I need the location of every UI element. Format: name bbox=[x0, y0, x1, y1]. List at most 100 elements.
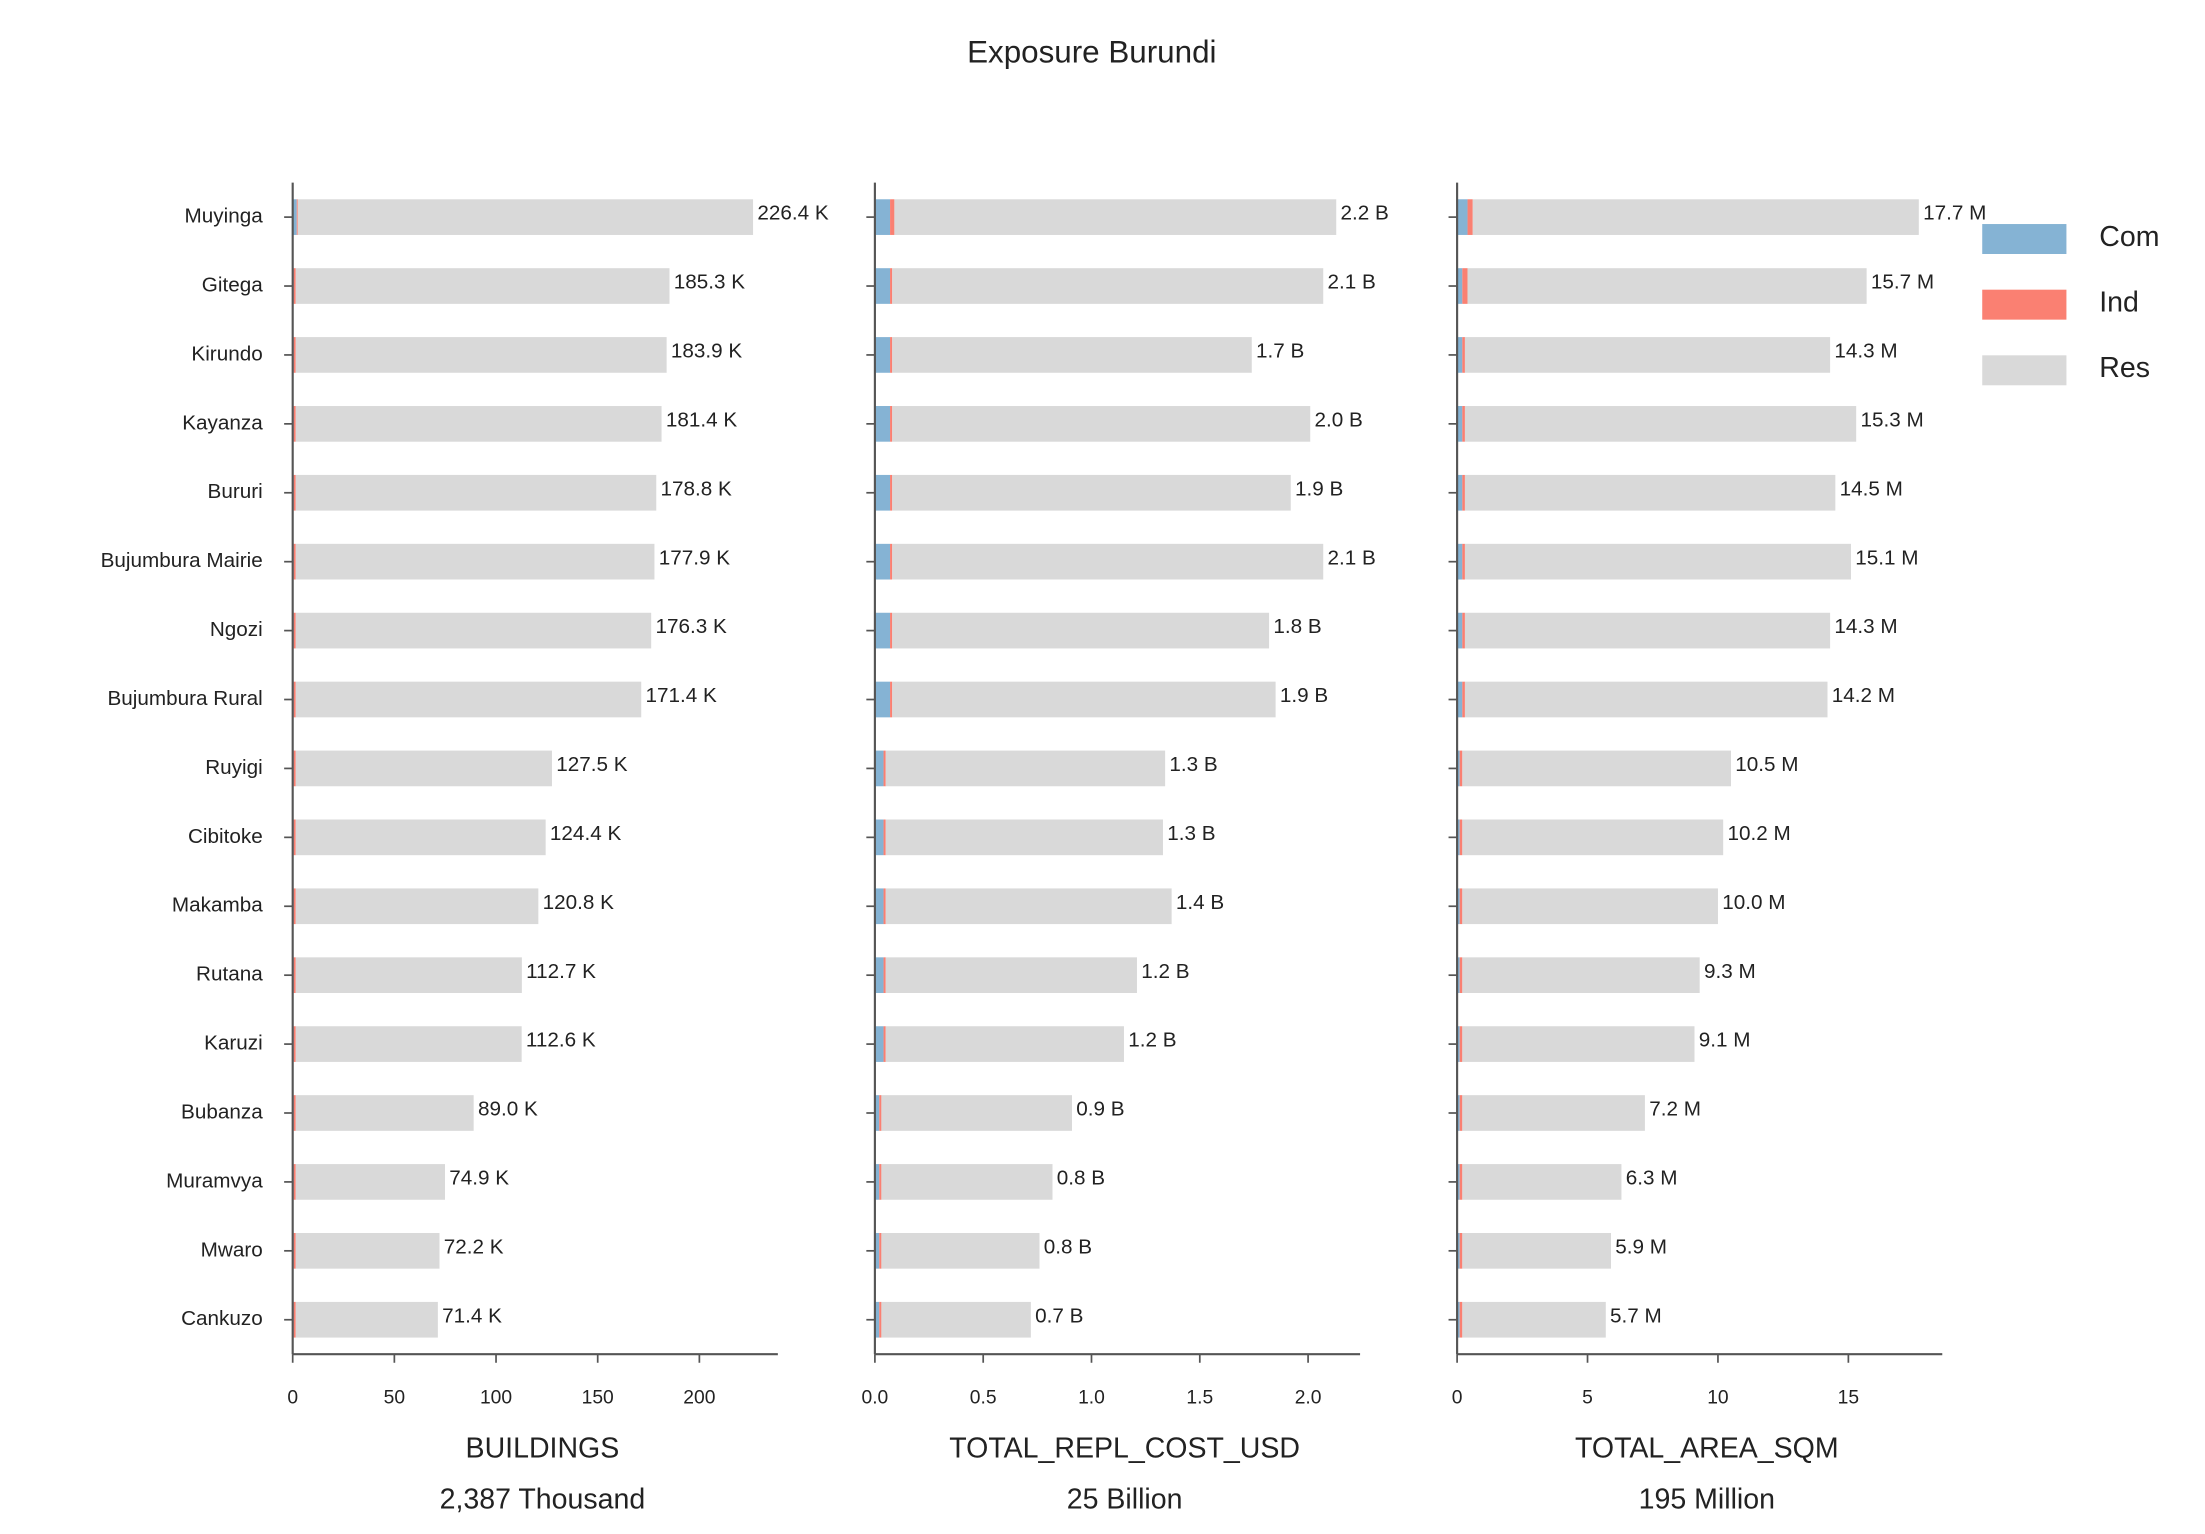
total-label: 9.3 M bbox=[1704, 960, 1756, 983]
total-label: 1.2 B bbox=[1141, 960, 1189, 983]
total-label: 1.9 B bbox=[1280, 684, 1328, 707]
total-label: 7.2 M bbox=[1649, 1098, 1701, 1121]
bar-segment bbox=[1462, 1095, 1645, 1131]
total-label: 9.1 M bbox=[1699, 1029, 1751, 1052]
bar-segment bbox=[293, 750, 296, 787]
bar-segment bbox=[890, 268, 893, 304]
x-tick-label: 200 bbox=[683, 1388, 715, 1409]
bar-segment bbox=[1457, 406, 1463, 442]
x-tick-label: 150 bbox=[582, 1388, 614, 1409]
bar-segment bbox=[874, 957, 884, 994]
y-tick-label: Bururi bbox=[208, 480, 263, 503]
bar-segment bbox=[297, 199, 754, 235]
total-label: 2.1 B bbox=[1328, 271, 1376, 294]
bar-segment bbox=[883, 888, 886, 925]
x-axis-label: TOTAL_REPL_COST_USD bbox=[949, 1432, 1300, 1464]
total-label: 1.4 B bbox=[1176, 891, 1224, 914]
x-tick-label: 0.5 bbox=[970, 1388, 997, 1409]
total-label: 1.7 B bbox=[1256, 340, 1304, 363]
bar-segment bbox=[885, 888, 1172, 925]
bar-segment bbox=[1464, 612, 1831, 649]
total-label: 171.4 K bbox=[645, 684, 717, 707]
y-tick-label: Kayanza bbox=[182, 411, 263, 434]
bar-segment bbox=[1462, 543, 1465, 580]
bar-segment bbox=[874, 1095, 880, 1131]
x-axis-sublabel: 195 Million bbox=[1639, 1484, 1775, 1516]
bar-segment bbox=[885, 819, 1163, 856]
x-tick-label: 1.0 bbox=[1078, 1388, 1105, 1409]
bar-segment bbox=[881, 1164, 1053, 1200]
bar-segment bbox=[1472, 199, 1919, 235]
total-label: 1.8 B bbox=[1273, 615, 1321, 638]
y-tick-label: Mwaro bbox=[201, 1238, 263, 1261]
bar-segment bbox=[1457, 750, 1460, 787]
bar-segment bbox=[1457, 1232, 1460, 1269]
bar-segment bbox=[883, 1026, 886, 1062]
bar-segment bbox=[885, 1026, 1124, 1062]
bar-segment bbox=[1457, 268, 1463, 304]
bar-segment bbox=[1464, 681, 1828, 718]
bar-segment bbox=[293, 474, 296, 511]
total-label: 15.3 M bbox=[1860, 408, 1923, 431]
bar-segment bbox=[295, 406, 662, 442]
bar-segment bbox=[1459, 750, 1463, 787]
bar-segment bbox=[881, 1095, 1072, 1131]
legend-swatch bbox=[1982, 355, 2067, 386]
chart-title: Exposure Burundi bbox=[967, 35, 1216, 70]
total-label: 15.7 M bbox=[1871, 271, 1934, 294]
bar-segment bbox=[1457, 1301, 1460, 1338]
x-axis-label: BUILDINGS bbox=[466, 1432, 620, 1464]
bar-segment bbox=[1459, 888, 1463, 925]
total-label: 2.0 B bbox=[1315, 408, 1363, 431]
bar-segment bbox=[1459, 1164, 1463, 1200]
y-tick-label: Makamba bbox=[172, 894, 263, 917]
bar-segment bbox=[1462, 681, 1465, 718]
bar-segment bbox=[1462, 268, 1468, 304]
bar-segment bbox=[892, 543, 1324, 580]
bar-segment bbox=[879, 1232, 882, 1269]
bar-segment bbox=[874, 268, 891, 304]
bar-segment bbox=[295, 819, 546, 856]
total-label: 5.7 M bbox=[1610, 1304, 1662, 1327]
bar-segment bbox=[883, 819, 886, 856]
x-tick-label: 50 bbox=[384, 1388, 405, 1409]
bar-segment bbox=[1459, 1232, 1463, 1269]
bar-segment bbox=[1457, 681, 1463, 718]
y-tick-label: Cankuzo bbox=[181, 1307, 263, 1330]
total-label: 17.7 M bbox=[1923, 202, 1986, 225]
total-label: 226.4 K bbox=[757, 202, 829, 225]
bar-segment bbox=[1462, 1232, 1612, 1269]
bar-segment bbox=[293, 819, 296, 856]
bar-segment bbox=[295, 1164, 445, 1200]
bar-segment bbox=[1457, 337, 1463, 373]
total-label: 0.9 B bbox=[1076, 1098, 1124, 1121]
total-label: 127.5 K bbox=[556, 753, 628, 776]
x-axis-label: TOTAL_AREA_SQM bbox=[1575, 1432, 1839, 1464]
bar-segment bbox=[1457, 1026, 1460, 1062]
total-label: 178.8 K bbox=[661, 477, 733, 500]
total-label: 124.4 K bbox=[550, 822, 622, 845]
bar-segment bbox=[890, 337, 893, 373]
total-label: 176.3 K bbox=[655, 615, 727, 638]
bar-segment bbox=[293, 406, 296, 442]
legend-label: Res bbox=[2099, 352, 2150, 384]
bar-segment bbox=[295, 750, 552, 787]
y-tick-label: Bujumbura Mairie bbox=[101, 549, 263, 572]
x-axis-sublabel: 2,387 Thousand bbox=[440, 1484, 646, 1516]
bar-segment bbox=[293, 543, 296, 580]
bar-segment bbox=[1462, 750, 1731, 787]
bar-segment bbox=[890, 681, 893, 718]
bar-segment bbox=[296, 199, 298, 235]
bar-segment bbox=[1457, 199, 1468, 235]
bar-segment bbox=[1467, 199, 1473, 235]
bar-segment bbox=[1464, 337, 1831, 373]
bar-segment bbox=[874, 543, 891, 580]
bar-segment bbox=[1462, 1026, 1695, 1062]
bar-segment bbox=[295, 1232, 440, 1269]
total-label: 1.3 B bbox=[1167, 822, 1215, 845]
bar-segment bbox=[293, 337, 296, 373]
bar-segment bbox=[1462, 819, 1724, 856]
bar-segment bbox=[295, 543, 655, 580]
x-tick-label: 5 bbox=[1582, 1388, 1593, 1409]
bar-segment bbox=[1457, 957, 1460, 994]
